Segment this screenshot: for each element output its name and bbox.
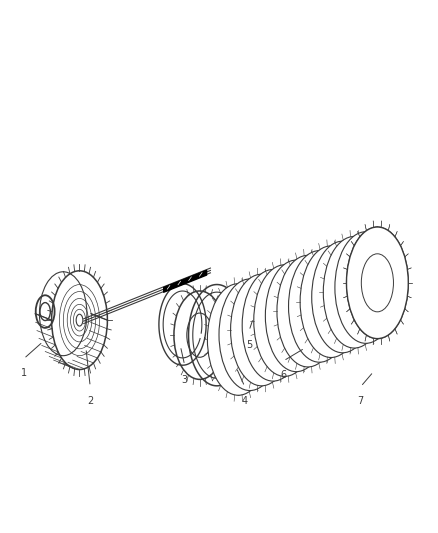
Ellipse shape [254, 265, 315, 376]
Ellipse shape [289, 251, 350, 362]
Ellipse shape [208, 284, 269, 395]
Ellipse shape [350, 259, 382, 317]
Ellipse shape [346, 227, 408, 338]
Ellipse shape [338, 263, 370, 321]
Text: 7: 7 [357, 396, 364, 406]
Ellipse shape [304, 277, 336, 335]
Ellipse shape [312, 241, 374, 353]
Ellipse shape [257, 296, 289, 354]
Ellipse shape [323, 237, 385, 348]
Ellipse shape [361, 254, 393, 312]
Ellipse shape [280, 287, 312, 345]
Ellipse shape [277, 255, 339, 367]
Ellipse shape [242, 270, 304, 381]
Ellipse shape [346, 227, 408, 338]
Ellipse shape [265, 260, 327, 372]
Ellipse shape [315, 273, 347, 330]
Ellipse shape [230, 274, 293, 386]
Ellipse shape [234, 306, 266, 364]
Ellipse shape [335, 232, 397, 343]
Ellipse shape [268, 292, 301, 350]
Ellipse shape [222, 310, 254, 368]
Text: 5: 5 [246, 341, 252, 350]
Ellipse shape [327, 268, 359, 326]
Text: 1: 1 [21, 368, 27, 378]
Ellipse shape [361, 254, 393, 312]
Text: 2: 2 [87, 396, 93, 406]
Text: 4: 4 [242, 396, 248, 406]
Ellipse shape [300, 246, 362, 358]
Ellipse shape [219, 279, 281, 391]
Ellipse shape [292, 282, 324, 340]
Text: 6: 6 [280, 370, 286, 381]
Ellipse shape [245, 301, 278, 359]
Text: 3: 3 [182, 375, 188, 385]
